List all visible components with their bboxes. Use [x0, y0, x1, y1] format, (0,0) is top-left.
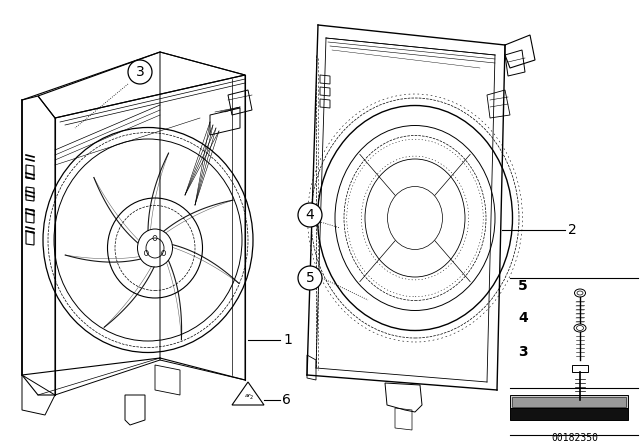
Circle shape: [298, 203, 322, 227]
Circle shape: [128, 60, 152, 84]
Text: 5: 5: [518, 279, 528, 293]
Text: 2: 2: [568, 223, 577, 237]
Circle shape: [298, 266, 322, 290]
Text: 1: 1: [283, 333, 292, 347]
Text: 5: 5: [306, 271, 314, 285]
Text: 00182350: 00182350: [552, 433, 598, 443]
Text: 3: 3: [518, 345, 528, 359]
Text: 2: 2: [250, 395, 253, 400]
Text: 3: 3: [136, 65, 145, 79]
Text: 6: 6: [282, 393, 291, 407]
Text: 4: 4: [306, 208, 314, 222]
Polygon shape: [512, 397, 626, 407]
Text: 4: 4: [518, 311, 528, 325]
Polygon shape: [510, 408, 628, 420]
Text: ar: ar: [244, 392, 252, 397]
Polygon shape: [510, 395, 628, 408]
